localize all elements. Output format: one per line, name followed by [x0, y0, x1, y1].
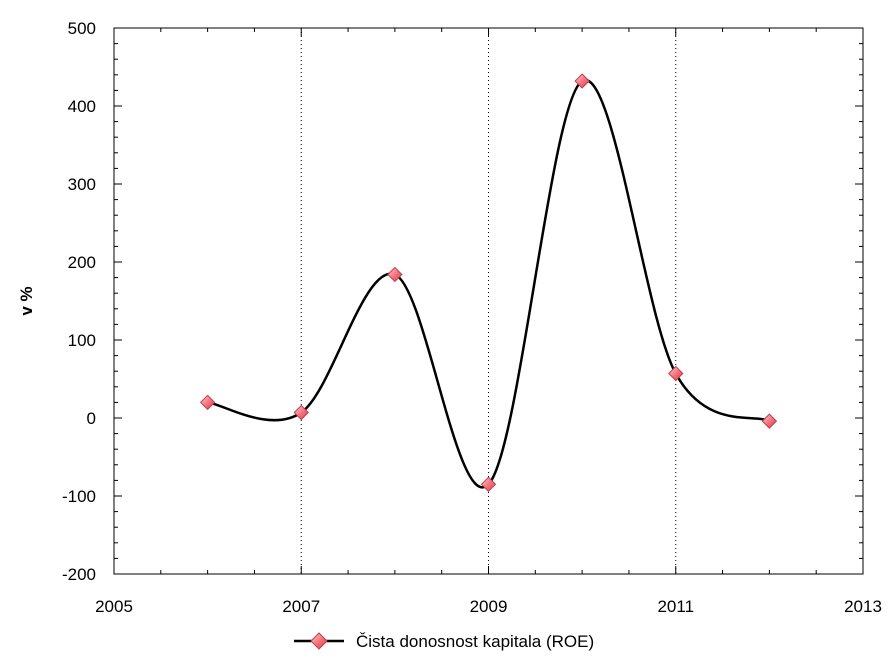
x-tick-label-2005: 2005: [95, 597, 133, 616]
y-axis-title: v %: [17, 286, 36, 315]
axis-ticks: [113, 27, 864, 575]
data-point-2010: [574, 73, 590, 89]
legend-label: Čista donosnost kapitala (ROE): [356, 632, 594, 651]
y-axis: 500 400 300 200 100 0 -100 -200: [62, 19, 96, 584]
x-tick-label-2007: 2007: [282, 597, 320, 616]
series-roe: [199, 73, 778, 493]
data-point-2008: [387, 266, 403, 283]
y-tick-label: 300: [68, 175, 96, 194]
y-tick-label: 100: [68, 331, 96, 350]
data-point-2012: [761, 413, 778, 429]
y-tick-label: 0: [87, 409, 96, 428]
data-point-2011: [668, 365, 684, 382]
legend: Čista donosnost kapitala (ROE): [294, 632, 594, 651]
data-point-2006: [199, 394, 216, 411]
series-line: [207, 79, 770, 489]
data-point-2007: [293, 404, 309, 421]
x-tick-label-2009: 2009: [470, 597, 508, 616]
legend-marker-diamond-icon: [310, 632, 328, 650]
y-tick-label: 400: [68, 97, 96, 116]
y-tick-label: 200: [68, 253, 96, 272]
y-tick-label: -200: [62, 565, 96, 584]
grid-lines: [300, 28, 677, 574]
x-axis: 2005 2007 2009 2011 2013: [95, 597, 882, 616]
x-tick-label-2011: 2011: [657, 597, 694, 616]
y-tick-label: 500: [68, 19, 96, 38]
x-tick-label-2013: 2013: [844, 597, 882, 616]
y-tick-label: -100: [62, 487, 96, 506]
data-point-2009: [480, 476, 497, 493]
